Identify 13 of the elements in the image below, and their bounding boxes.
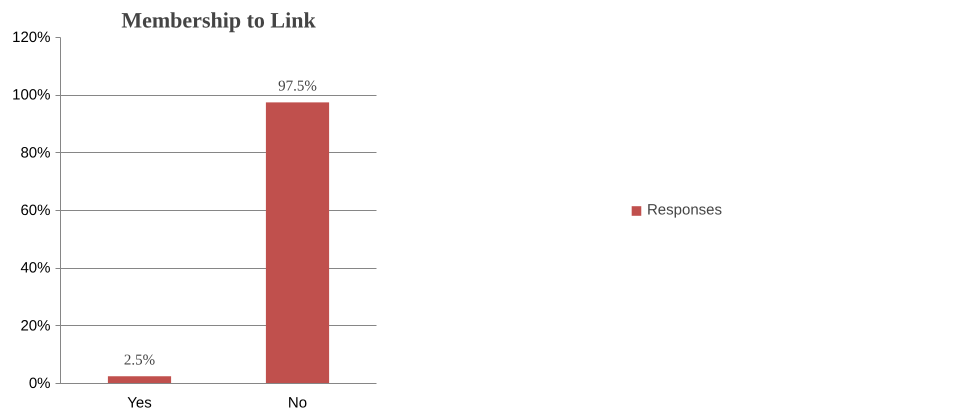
legend-label: Responses [646,202,722,218]
y-tick-label: 0% [28,375,51,392]
y-tick-label: 120% [12,29,51,46]
y-tick-label: 40% [20,260,51,277]
y-tick-label: 60% [20,202,51,219]
y-tick-label: 100% [12,86,51,104]
y-tick-label: 80% [20,144,51,162]
data-label: 2.5% [124,352,156,368]
data-label: 97.5% [278,78,317,94]
chart-title: Membership to Link [121,8,316,32]
x-tick-label: Yes [127,394,152,412]
x-tick-label: No [288,394,308,412]
y-tick-label: 20% [20,317,51,334]
